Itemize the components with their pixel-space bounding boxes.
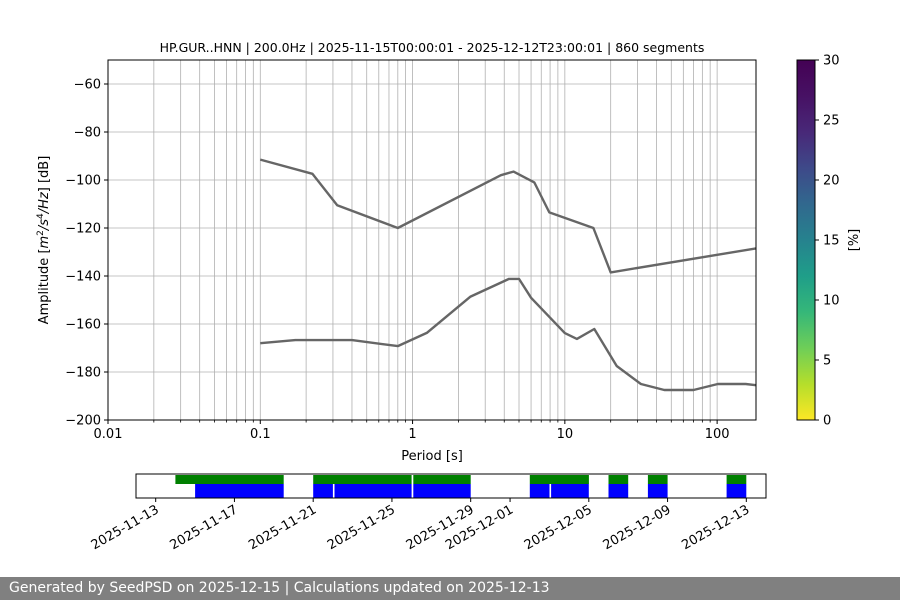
colorbar-tick-label: 10	[823, 294, 840, 309]
availability-frame	[135, 473, 767, 499]
date-tick-label: 2025-11-13	[89, 502, 162, 553]
availability-data-span	[647, 475, 668, 484]
colorbar-tick-label: 20	[823, 174, 840, 189]
x-tick-label: 10	[557, 427, 574, 442]
date-tick-label: 2025-11-17	[167, 502, 240, 553]
availability-data-span	[608, 475, 629, 484]
y-tick-label: −180	[65, 366, 101, 381]
x-tick-label: 1	[408, 427, 416, 442]
date-tick-label: 2025-12-13	[679, 502, 752, 553]
noise-model-low-line	[260, 277, 756, 392]
y-tick-label: −160	[65, 318, 101, 333]
y-tick-label: −140	[65, 270, 101, 285]
y-tick-label: −120	[65, 222, 101, 237]
colorbar-label: [%]	[847, 229, 862, 252]
availability-data-span	[313, 475, 412, 484]
availability-gap-span	[608, 484, 629, 498]
noise-model-lines	[259, 158, 756, 392]
colorbar-tick-label: 15	[823, 234, 840, 249]
colorbar-tick-label: 0	[823, 414, 831, 429]
availability-axis: 2025-11-13 2025-11-17 2025-11-21 2025-11-25…	[89, 498, 752, 553]
date-tick-label: 2025-12-05	[522, 502, 595, 553]
main-axes: 0.01 0.1 1 10 100 −200 −180 −160 −140 −120 −100 −80…	[65, 78, 729, 443]
date-tick-label: 2025-11-21	[246, 502, 319, 553]
main-grid	[107, 60, 756, 421]
date-tick-label: 2025-12-09	[601, 502, 674, 553]
colorbar-tick-label: 25	[823, 114, 840, 129]
y-tick-label: −100	[65, 174, 101, 189]
x-tick-label: 0.1	[250, 427, 271, 442]
availability-gap-span	[647, 484, 668, 498]
availability-gap-span	[529, 484, 550, 498]
y-tick-label: −200	[65, 414, 101, 429]
availability-data-span	[175, 475, 284, 484]
availability-gap-span	[334, 484, 412, 498]
psd-figure: HP.GUR..HNN | 200.0Hz | 2025-11-15T00:00…	[36, 40, 862, 553]
availability-data-span	[413, 475, 471, 484]
availability-data-span	[529, 475, 589, 484]
availability-gap-span	[726, 484, 747, 498]
x-tick-label: 100	[705, 427, 730, 442]
y-tick-label: −60	[74, 78, 101, 93]
chart-title: HP.GUR..HNN | 200.0Hz | 2025-11-15T00:00…	[160, 40, 705, 55]
footer: Generated by SeedPSD on 2025-12-15 | Cal…	[0, 577, 900, 600]
availability-gap-span	[551, 484, 589, 498]
colorbar	[796, 59, 816, 421]
y-axis-label: Amplitude [m2/s4/Hz] [dB]	[36, 156, 52, 325]
x-axis-label: Period [s]	[401, 449, 463, 464]
availability-data-span	[726, 475, 747, 484]
availability-bars	[175, 475, 747, 498]
colorbar-tick-label: 5	[823, 354, 831, 369]
colorbar-tick-label: 30	[823, 54, 840, 69]
noise-model-high-line	[259, 158, 756, 274]
y-tick-label: −80	[74, 126, 101, 141]
date-tick-label: 2025-11-25	[325, 502, 398, 553]
main-plot-frame	[107, 59, 757, 421]
availability-gap-span	[195, 484, 284, 498]
availability-gap-span	[413, 484, 471, 498]
colorbar-axis: 0 5 10 15 20 25 30	[815, 54, 840, 429]
availability-gap-span	[313, 484, 333, 498]
x-tick-label: 0.01	[94, 427, 123, 442]
